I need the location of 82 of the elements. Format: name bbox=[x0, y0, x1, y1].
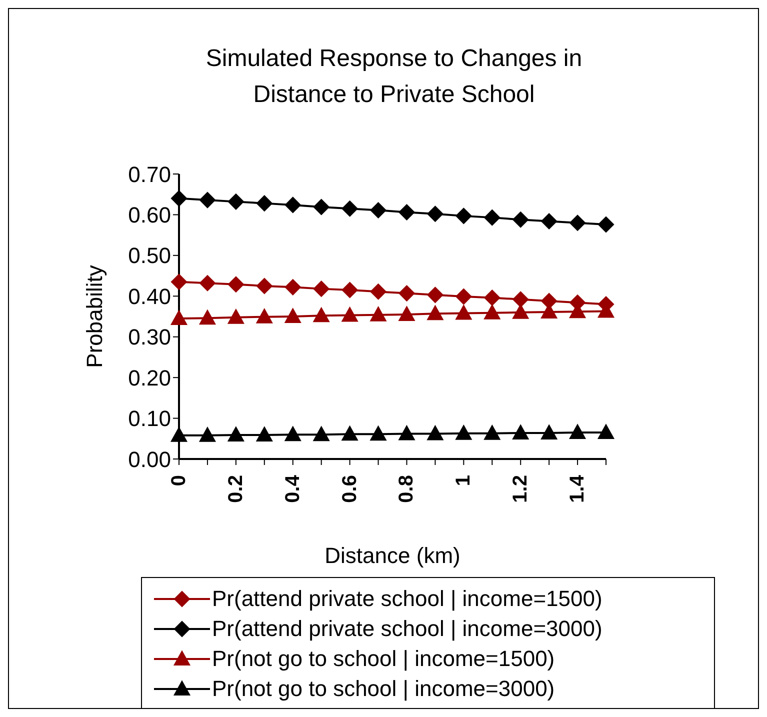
x-tick-label: 1.4 bbox=[566, 474, 589, 503]
point bbox=[228, 309, 244, 324]
y-tick-label: 0.60 bbox=[128, 202, 171, 228]
point bbox=[171, 427, 187, 442]
point bbox=[484, 290, 500, 306]
point bbox=[541, 293, 557, 309]
point bbox=[313, 426, 330, 442]
point bbox=[370, 202, 386, 218]
point bbox=[512, 304, 528, 319]
point bbox=[512, 212, 528, 228]
point bbox=[200, 427, 216, 442]
point bbox=[456, 288, 472, 304]
point bbox=[200, 310, 216, 325]
point bbox=[370, 284, 386, 300]
point bbox=[541, 425, 557, 440]
point bbox=[398, 306, 415, 321]
y-tick-label: 0.10 bbox=[128, 406, 171, 432]
x-tick-label: 0.2 bbox=[224, 475, 247, 503]
y-tick-label: 0.70 bbox=[128, 162, 171, 187]
legend-label: Pr(not go to school | income=3000) bbox=[212, 676, 555, 702]
y-tick-label: 0.50 bbox=[128, 243, 171, 268]
point bbox=[398, 426, 415, 440]
point bbox=[200, 275, 216, 292]
point bbox=[284, 197, 301, 213]
chart-title: Simulated Response to Changes in Distance to Private School bbox=[204, 44, 584, 110]
x-tick-label: 0.6 bbox=[338, 475, 361, 503]
point bbox=[342, 282, 358, 298]
point bbox=[256, 309, 272, 324]
x-tick-label: 1.2 bbox=[510, 475, 532, 503]
point bbox=[342, 200, 358, 217]
point bbox=[228, 427, 244, 442]
y-axis-title: Probability bbox=[82, 265, 107, 368]
point bbox=[398, 285, 415, 302]
point bbox=[456, 305, 472, 320]
point bbox=[484, 210, 500, 226]
point bbox=[313, 308, 330, 322]
point bbox=[171, 190, 187, 206]
x-tick-label: 0.8 bbox=[396, 475, 418, 503]
point bbox=[456, 208, 472, 224]
x-tick-label: 1 bbox=[452, 475, 475, 486]
point bbox=[456, 425, 472, 440]
point bbox=[427, 206, 444, 222]
y-tick-label: 0.40 bbox=[128, 284, 171, 309]
point bbox=[484, 304, 500, 320]
point bbox=[284, 308, 301, 323]
y-tick-label: 0.20 bbox=[128, 365, 171, 390]
x-axis-title: Distance (km) bbox=[324, 543, 460, 568]
point bbox=[370, 426, 386, 441]
point bbox=[512, 425, 528, 440]
point bbox=[200, 192, 216, 208]
point bbox=[342, 307, 358, 322]
point bbox=[598, 424, 614, 440]
y-tick-label: 0.30 bbox=[128, 324, 171, 350]
point bbox=[427, 287, 444, 303]
point bbox=[570, 424, 586, 440]
point bbox=[256, 278, 272, 294]
point bbox=[427, 426, 444, 440]
point bbox=[284, 426, 301, 442]
point bbox=[228, 194, 244, 210]
legend-label: Pr(attend private school | income=3000) bbox=[212, 616, 602, 642]
point bbox=[284, 279, 301, 296]
point bbox=[427, 306, 444, 320]
legend-label: Pr(attend private school | income=1500) bbox=[212, 586, 602, 612]
point bbox=[171, 310, 187, 326]
point bbox=[228, 276, 244, 292]
x-tick-label: 0 bbox=[168, 475, 190, 486]
point bbox=[313, 280, 330, 297]
point bbox=[541, 213, 557, 230]
point bbox=[570, 214, 586, 231]
y-tick-label: 0.00 bbox=[128, 446, 171, 472]
point bbox=[256, 195, 272, 212]
point bbox=[512, 292, 528, 308]
point bbox=[598, 216, 614, 232]
x-tick-label: 0.4 bbox=[282, 474, 304, 503]
point bbox=[171, 274, 187, 290]
legend-label: Pr(not go to school | income=1500) bbox=[212, 646, 555, 672]
point bbox=[370, 306, 386, 322]
point bbox=[484, 425, 500, 440]
point bbox=[313, 199, 330, 215]
point bbox=[256, 427, 272, 442]
point bbox=[342, 426, 358, 441]
point bbox=[398, 204, 415, 220]
